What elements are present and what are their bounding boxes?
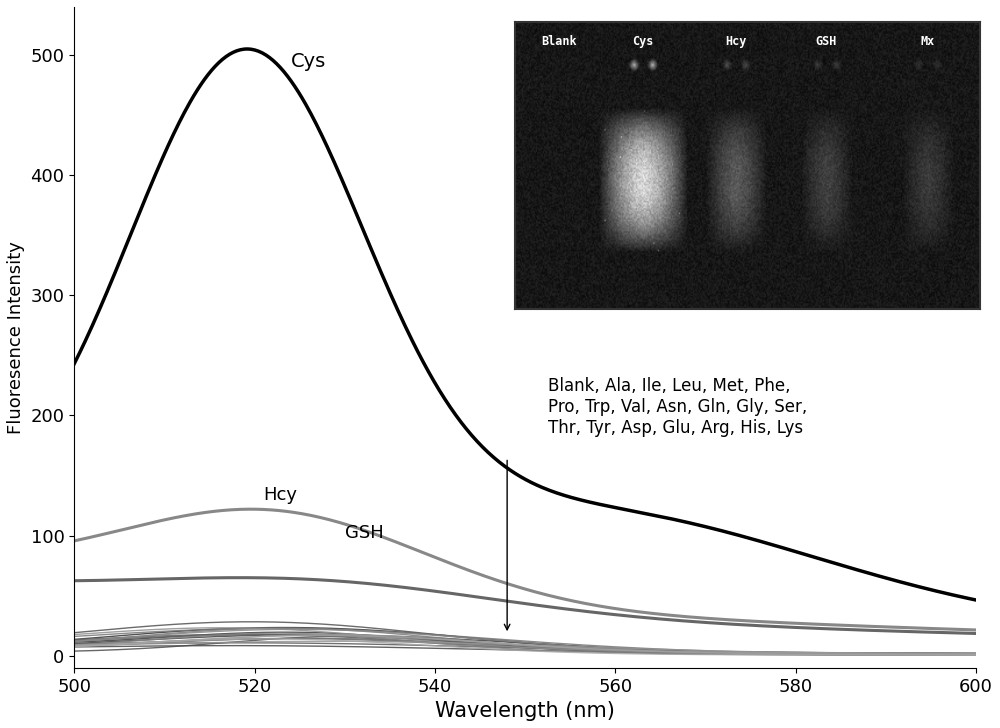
Text: Cys: Cys — [291, 52, 326, 71]
Text: Hcy: Hcy — [725, 36, 747, 49]
Text: Mx: Mx — [921, 36, 935, 49]
Text: GSH: GSH — [816, 36, 837, 49]
Text: Hcy: Hcy — [264, 486, 298, 504]
Text: GSH: GSH — [345, 524, 384, 542]
Text: Blank: Blank — [541, 36, 577, 49]
Text: Blank, Ala, Ile, Leu, Met, Phe,
Pro, Trp, Val, Asn, Gln, Gly, Ser,
Thr, Tyr, Asp: Blank, Ala, Ile, Leu, Met, Phe, Pro, Trp… — [548, 377, 807, 437]
Text: Cys: Cys — [632, 36, 654, 49]
Y-axis label: Fluoresence Intensity: Fluoresence Intensity — [7, 241, 25, 434]
X-axis label: Wavelength (nm): Wavelength (nm) — [435, 701, 615, 721]
